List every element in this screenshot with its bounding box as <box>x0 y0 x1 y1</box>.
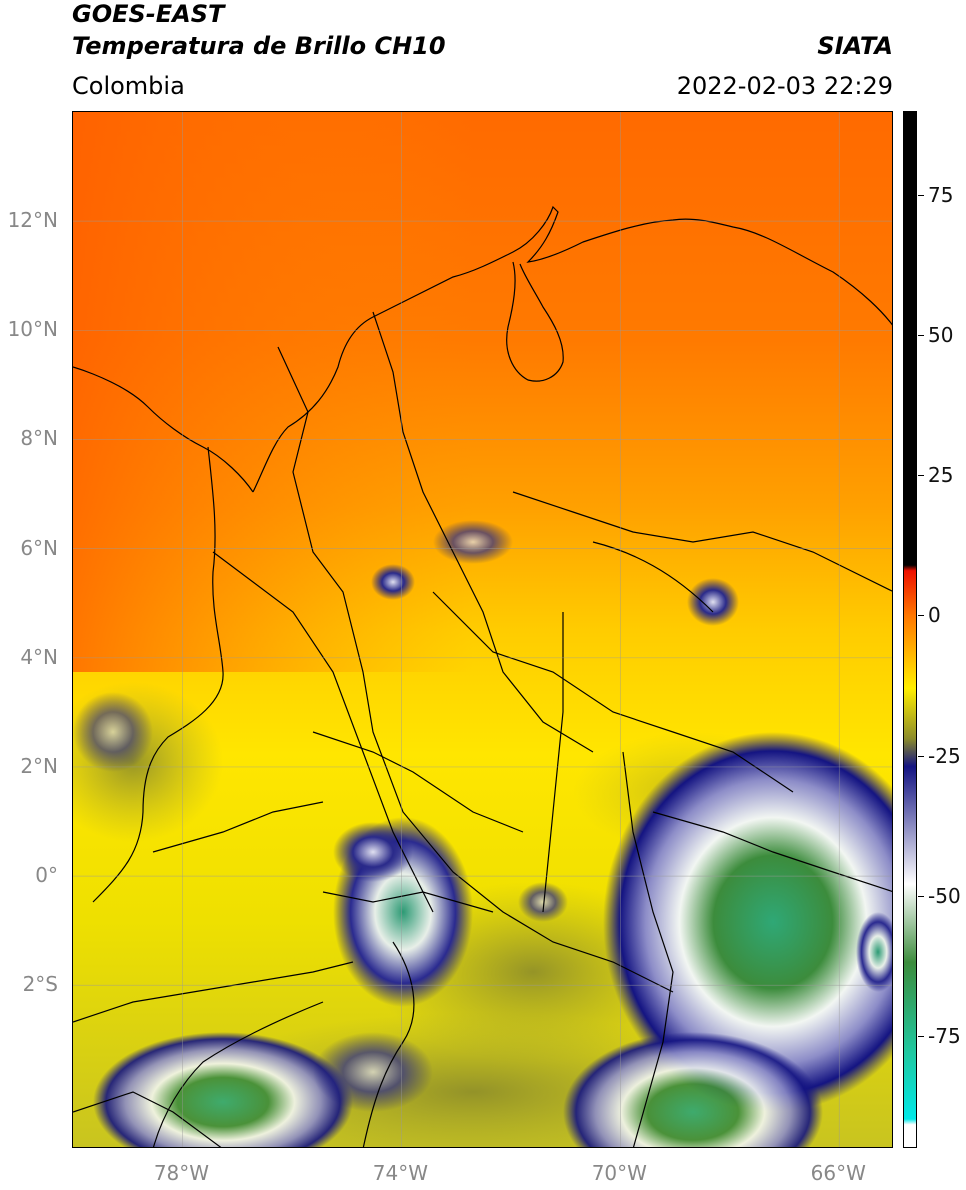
title-product: Temperatura de Brillo CH10 <box>72 32 446 60</box>
colorbar-tick-mark <box>918 755 924 757</box>
storm-cell-pacific <box>73 692 153 772</box>
lat-tick-label: 2°S <box>22 972 58 997</box>
colorbar-tick-label: 50 <box>928 323 954 348</box>
colorbar-tick-label: -50 <box>928 883 961 908</box>
colorbar-tick-mark <box>918 615 924 617</box>
storm-cluster-southwest <box>93 1032 353 1147</box>
timestamp-label: 2022-02-03 22:29 <box>676 72 893 100</box>
map-panel <box>72 111 893 1148</box>
storm-cluster-east <box>603 732 892 1112</box>
storm-cell-vichada <box>687 578 739 626</box>
storm-cell-guaviare <box>518 882 568 922</box>
lat-tick-label: 8°N <box>20 426 58 451</box>
lat-tick-label: 2°N <box>20 753 58 778</box>
colorbar-tick-mark <box>918 1035 924 1037</box>
coastline-borders <box>73 205 892 1147</box>
colorbar-tick-label: -25 <box>928 743 961 768</box>
lat-tick-label: 12°N <box>7 208 58 233</box>
colorbar-tick-label: 0 <box>928 603 941 628</box>
colorbar-tick-label: 75 <box>928 183 954 208</box>
lon-tick-label: 66°W <box>810 1161 866 1185</box>
lat-tick-label: 6°N <box>20 535 58 560</box>
title-satellite: GOES-EAST <box>72 0 225 28</box>
storm-cell-caqueta <box>333 822 413 882</box>
storm-cell-far-east <box>856 912 892 992</box>
lat-tick-label: 0° <box>35 863 58 888</box>
colorbar <box>903 111 917 1148</box>
colorbar-tick-mark <box>918 895 924 897</box>
lat-tick-label: 4°N <box>20 644 58 669</box>
storm-cluster-southeast <box>563 1032 823 1147</box>
colorbar-tick-mark <box>918 335 924 337</box>
lon-tick-label: 70°W <box>591 1161 647 1185</box>
colorbar-tick-mark <box>918 195 924 197</box>
lat-tick-label: 10°N <box>7 317 58 342</box>
lon-tick-label: 74°W <box>372 1161 429 1185</box>
storm-cell-andes <box>371 564 415 600</box>
storm-cell-south <box>313 1032 433 1112</box>
colorbar-tick-label: -75 <box>928 1023 961 1048</box>
colorbar-tick-label: 25 <box>928 463 954 488</box>
source-label: SIATA <box>817 32 893 60</box>
graticule <box>73 112 892 1147</box>
lon-tick-label: 78°W <box>153 1161 210 1185</box>
storm-cell-boyaca <box>433 520 513 564</box>
brightness-temperature-map <box>73 112 892 1147</box>
colorbar-tick-mark <box>918 475 924 477</box>
region-label: Colombia <box>72 72 185 100</box>
